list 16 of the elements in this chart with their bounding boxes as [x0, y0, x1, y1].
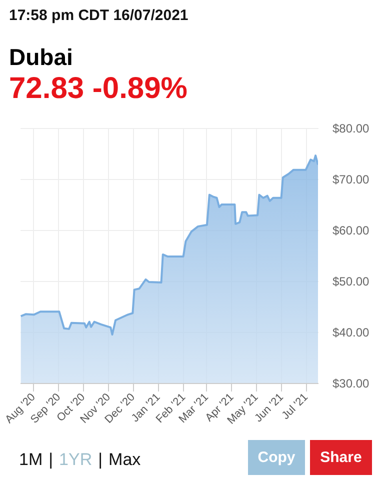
y-tick-label: $80.00 — [332, 122, 370, 136]
text: | — [98, 450, 103, 469]
text: Copy — [248, 440, 305, 475]
text: 1M — [19, 450, 43, 469]
text: | — [48, 450, 54, 469]
text: 1YR — [59, 450, 92, 469]
text: Max — [108, 450, 141, 469]
y-tick-label: $50.00 — [332, 274, 370, 288]
chart-title: Dubai — [9, 44, 73, 71]
y-tick-label: $40.00 — [332, 326, 370, 340]
y-tick-label: $30.00 — [332, 376, 370, 390]
y-tick-label: $70.00 — [332, 172, 370, 186]
y-tick-label: $60.00 — [332, 224, 370, 238]
text: 17:58 pm CDT 16/07/2021 — [9, 7, 188, 24]
chart-subtitle: 72.83 -0.89% — [9, 72, 188, 106]
text: Share — [310, 440, 372, 475]
